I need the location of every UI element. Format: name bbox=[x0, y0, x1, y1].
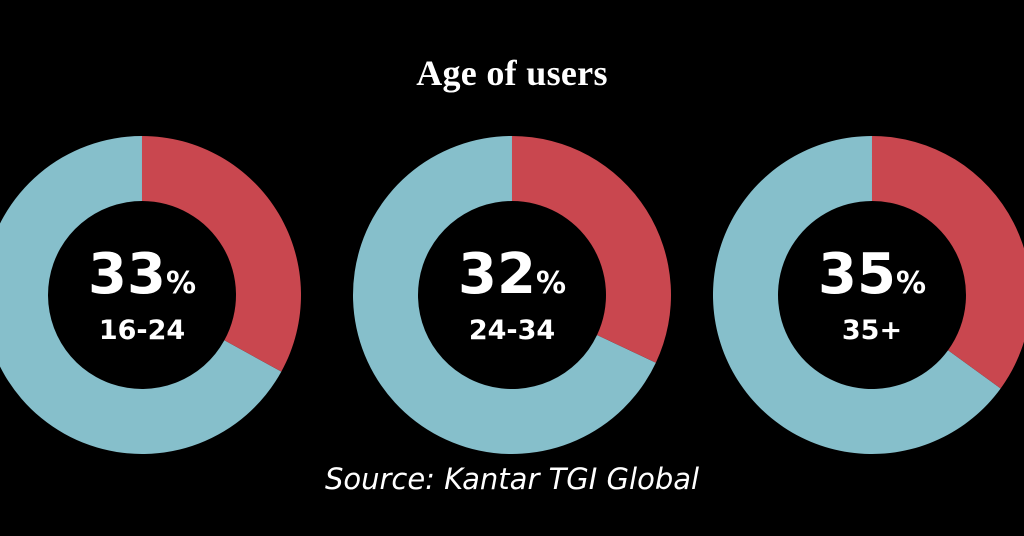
donut-center-label: 32% 24-34 bbox=[402, 245, 622, 346]
donut-slice-highlight bbox=[142, 136, 301, 372]
donut-16-24 bbox=[0, 136, 301, 454]
percent-value: 33% bbox=[32, 245, 252, 314]
percent-sign: % bbox=[895, 266, 926, 301]
percent-sign: % bbox=[165, 266, 196, 301]
donut-24-34 bbox=[353, 136, 671, 454]
donut-35+ bbox=[712, 136, 1024, 455]
percent-value: 32% bbox=[402, 245, 622, 314]
donut-slice-rest bbox=[0, 136, 282, 454]
percent-number: 32 bbox=[458, 242, 536, 307]
percent-value: 35% bbox=[762, 245, 982, 314]
percent-number: 33 bbox=[88, 242, 166, 307]
percent-number: 35 bbox=[818, 242, 896, 307]
chart-title: Age of users bbox=[416, 53, 608, 93]
donut-slice-highlight bbox=[872, 136, 1024, 389]
category-label: 24-34 bbox=[468, 315, 556, 346]
percent-sign: % bbox=[535, 266, 566, 301]
donut-slice-rest bbox=[712, 136, 1001, 455]
donut-slice-highlight bbox=[512, 136, 671, 363]
source-note: Source: Kantar TGI Global bbox=[324, 462, 700, 496]
donut-center-label: 33% 16-24 bbox=[32, 245, 252, 346]
category-label: 35+ bbox=[841, 315, 903, 346]
category-label: 16-24 bbox=[98, 315, 186, 346]
donut-slice-rest bbox=[353, 136, 656, 454]
donut-center-label: 35% 35+ bbox=[762, 245, 982, 346]
